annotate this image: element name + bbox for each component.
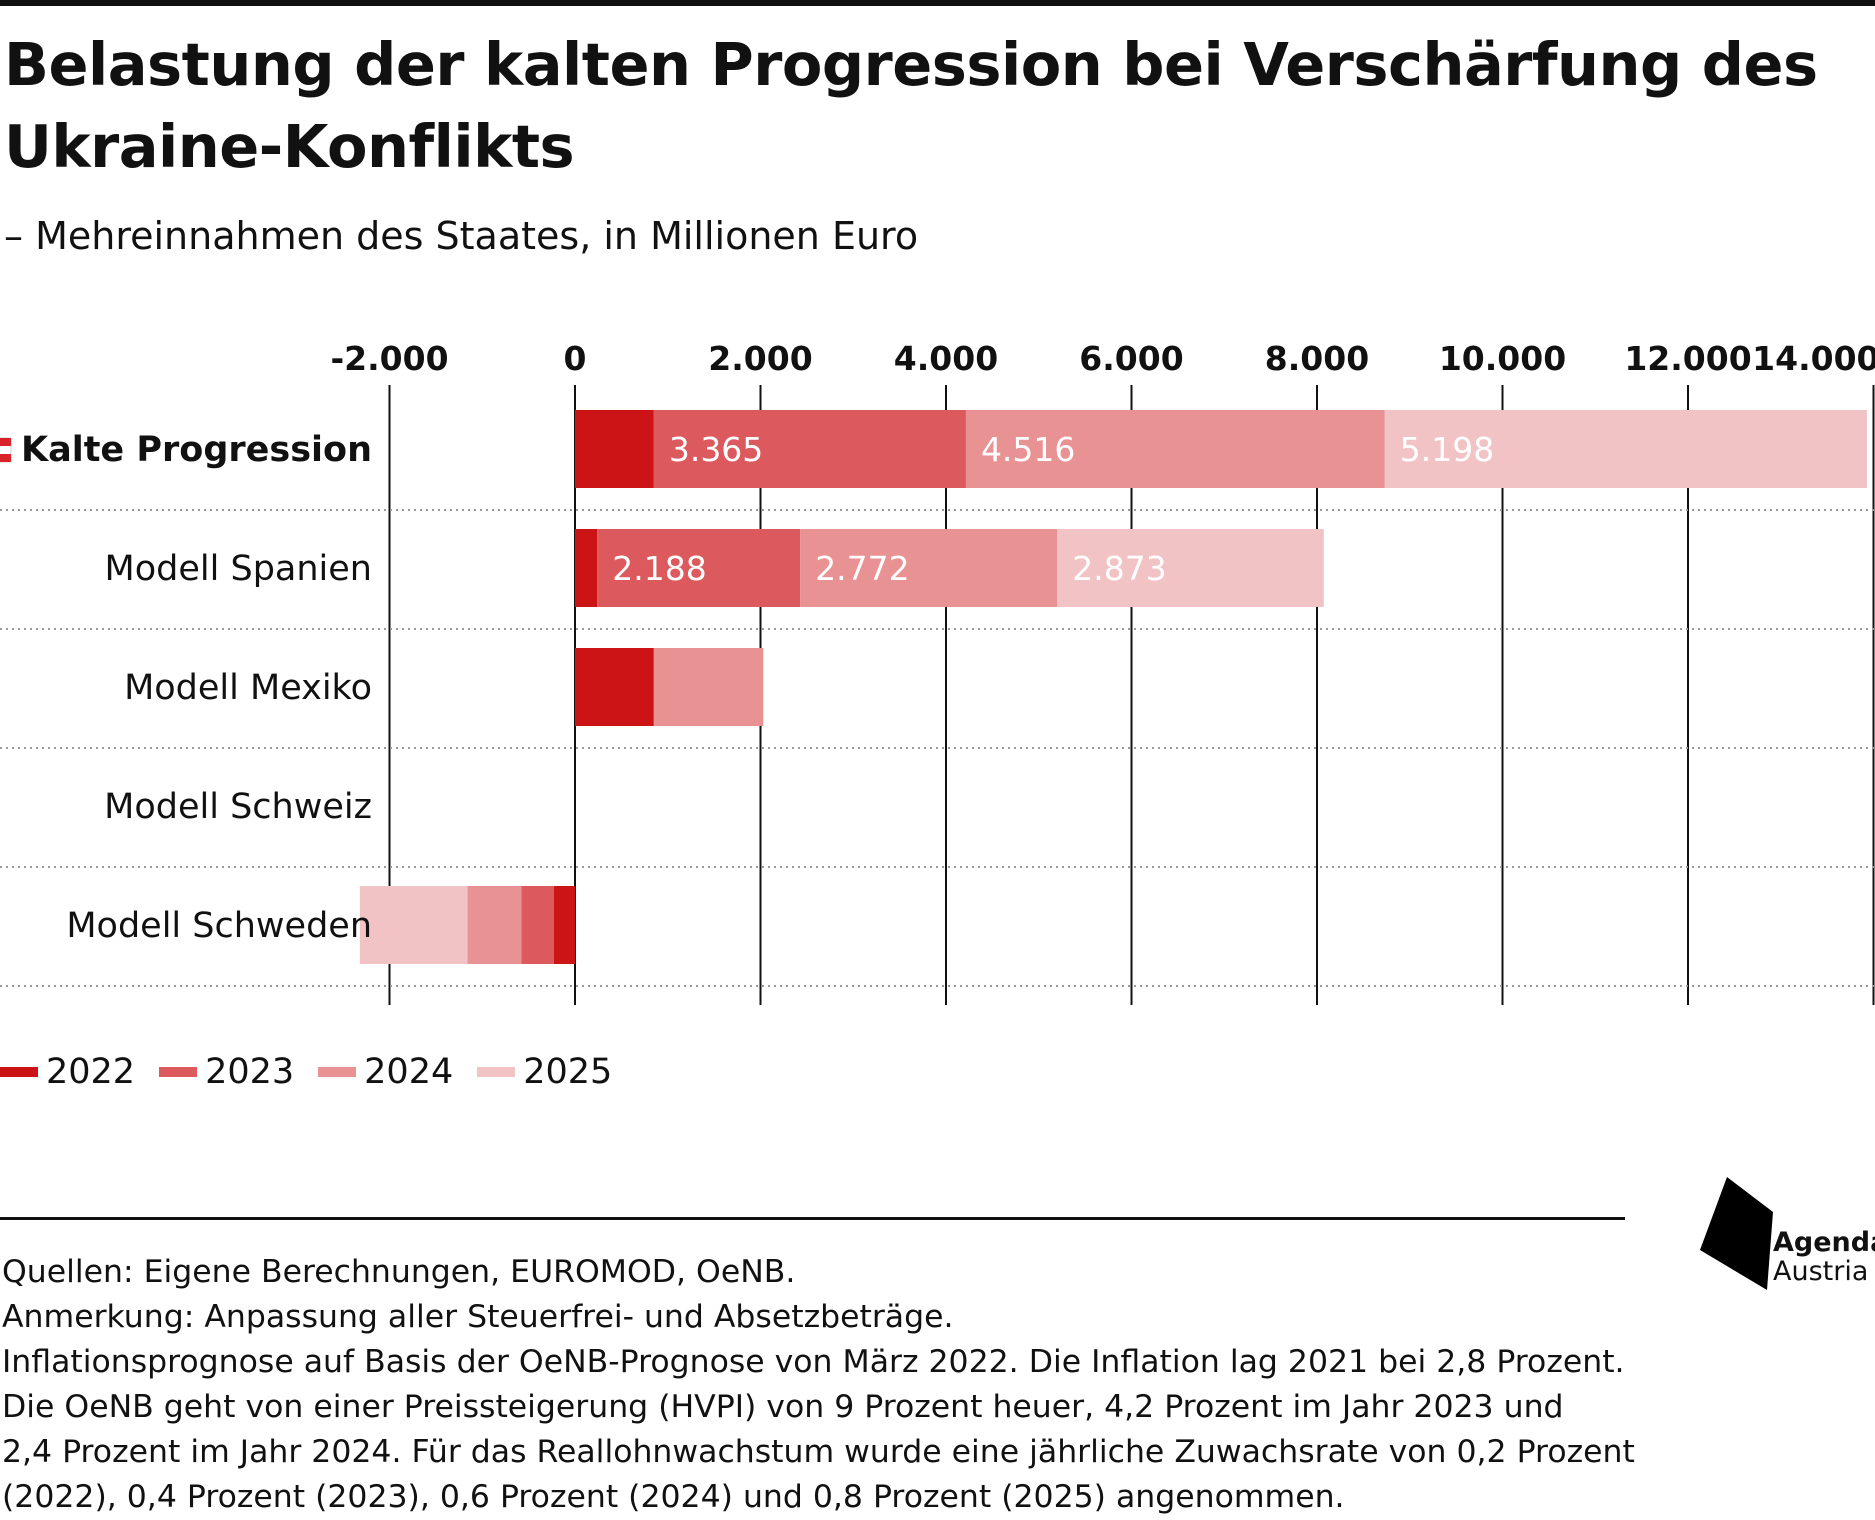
bar-segment (553, 886, 575, 964)
bar-segment (575, 410, 654, 488)
legend-item-2024: 2024 (318, 1050, 453, 1094)
row-label: Modell Mexiko (124, 668, 372, 708)
note-line: Die OeNB geht von einer Preissteigerung … (2, 1389, 1564, 1425)
legend-item-2022: 2022 (0, 1050, 135, 1094)
footer-rule (0, 1217, 1625, 1220)
row-label: Modell Schweiz (104, 787, 372, 827)
x-tick-label: 12.000 (1624, 339, 1751, 378)
legend: 2022 2023 2024 2025 (0, 1050, 636, 1094)
bar-segment (575, 529, 598, 607)
logo-line-2: Austria (1773, 1256, 1869, 1287)
row-label: Modell Schweden (66, 906, 372, 946)
legend-label: 2023 (205, 1052, 295, 1092)
agenda-austria-logo-icon (1700, 1177, 1773, 1290)
bar-segment (800, 529, 1058, 607)
note-line: 2,4 Prozent im Jahr 2024. Für das Reallo… (2, 1434, 1635, 1470)
legend-label: 2024 (364, 1052, 454, 1092)
x-tick-label: 4.000 (894, 339, 998, 378)
x-tick-label: 6.000 (1079, 339, 1183, 378)
top-rule (0, 0, 1875, 6)
flag-stripe-top (0, 438, 11, 446)
x-tick-label: -2.000 (330, 339, 448, 378)
x-tick-label: 8.000 (1265, 339, 1369, 378)
bar-segment (597, 529, 801, 607)
legend-swatch (159, 1067, 198, 1077)
bar-data-label: 3.365 (669, 430, 763, 469)
note-line: Inflationsprognose auf Basis der OeNB-Pr… (2, 1344, 1625, 1380)
legend-swatch (477, 1067, 516, 1077)
bar-segment (467, 886, 522, 964)
bar-segment (575, 648, 654, 726)
bar-data-label: 2.873 (1072, 549, 1166, 588)
note-line: (2022), 0,4 Prozent (2023), 0,6 Prozent … (2, 1479, 1345, 1515)
note-line: Quellen: Eigene Berechnungen, EUROMOD, O… (2, 1254, 796, 1290)
legend-label: 2025 (523, 1052, 613, 1092)
legend-swatch (318, 1067, 357, 1077)
austria-flag-icon (0, 437, 12, 463)
bar-segment (359, 886, 468, 964)
bar-segment (1384, 410, 1867, 488)
bar-segment (653, 648, 764, 726)
logo-line-1: Agenda (1773, 1227, 1875, 1258)
chart-subtitle: – Mehreinnahmen des Staates, in Millione… (4, 214, 919, 258)
bar-data-label: 5.198 (1400, 430, 1494, 469)
legend-item-2025: 2025 (477, 1050, 612, 1094)
bar-segment (521, 886, 554, 964)
row-label: Kalte Progression (21, 430, 372, 470)
bar-data-label: 2.772 (815, 549, 909, 588)
row-label: Modell Spanien (105, 549, 372, 589)
x-tick-label: 2.000 (708, 339, 812, 378)
bar-segment (653, 410, 966, 488)
legend-item-2023: 2023 (159, 1050, 294, 1094)
x-tick-label: 14.000 (1752, 339, 1875, 378)
x-tick-label: 10.000 (1439, 339, 1566, 378)
note-line: Anmerkung: Anpassung aller Steuerfrei- u… (2, 1299, 954, 1335)
legend-swatch (0, 1067, 38, 1077)
chart-title: Belastung der kalten Progression bei Ver… (4, 30, 1818, 181)
stacked-bar-chart: -2.000 0 2.000 4.000 6.000 8.000 10.000 12.000 1… (0, 339, 1875, 1005)
bar-data-label: 2.188 (612, 549, 706, 588)
bar-segment (965, 410, 1385, 488)
bar-data-label: 4.516 (981, 430, 1075, 469)
source-notes: Quellen: Eigene Berechnungen, EUROMOD, O… (2, 1250, 1862, 1520)
logo-wordmark: Agenda Austria (1773, 1228, 1875, 1286)
bar-segment (1057, 529, 1324, 607)
legend-label: 2022 (46, 1052, 136, 1092)
flag-stripe-bottom (0, 454, 11, 462)
x-tick-label: 0 (564, 339, 587, 378)
